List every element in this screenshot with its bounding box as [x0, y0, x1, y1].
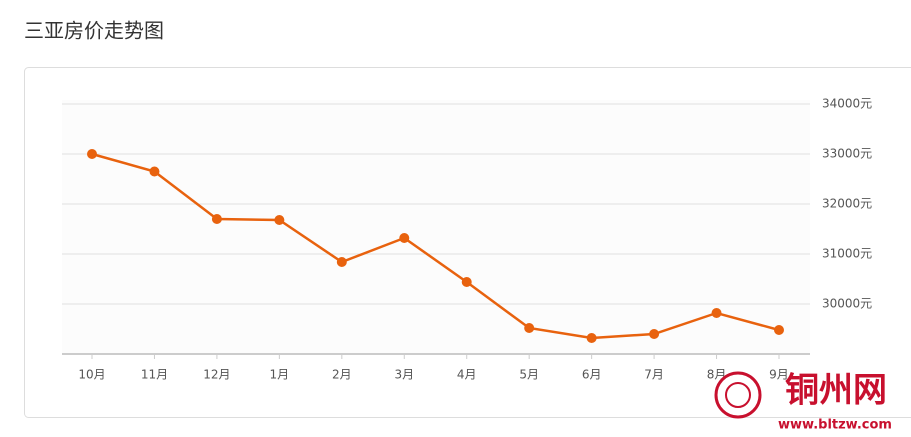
x-tick-label: 12月 [203, 368, 230, 382]
y-tick-label: 31000元 [822, 247, 872, 261]
watermark-name: 铜州网 [785, 371, 887, 411]
point [649, 329, 660, 339]
watermark: 铜州网 www.bltzw.com [714, 371, 892, 433]
x-tick-label: 8月 [707, 368, 727, 382]
x-tick-label: 1月 [270, 368, 290, 382]
point [87, 149, 97, 159]
y-tick-label: 32000元 [822, 197, 872, 211]
watermark-url: www.bltzw.com [778, 418, 892, 433]
watermark-logo [714, 371, 762, 419]
x-tick-label: 6月 [582, 368, 602, 382]
x-tick-label: 2月 [332, 368, 352, 382]
point [274, 215, 285, 225]
point [149, 166, 160, 177]
y-tick-label: 34000元 [822, 97, 872, 111]
x-tick-label: 5月 [519, 368, 539, 382]
point [774, 325, 784, 335]
x-tick-label: 10月 [78, 368, 105, 382]
point [586, 333, 597, 343]
x-tick-label: 9月 [769, 368, 789, 382]
point [461, 277, 472, 287]
x-tick-label: 7月 [644, 368, 664, 382]
x-tick-label: 11月 [141, 368, 168, 382]
point [336, 257, 347, 267]
line [91, 152, 780, 340]
watermark-logo [725, 382, 751, 408]
point [211, 214, 222, 224]
y-tick-label: 33000元 [822, 147, 872, 161]
x-tick-label: 3月 [394, 368, 414, 382]
plot-area [62, 100, 810, 354]
point [524, 323, 535, 333]
chart-title: 三亚房价走势图 [24, 19, 164, 43]
x-tick-label: 4月 [457, 368, 477, 382]
point [399, 233, 410, 243]
y-tick-label: 30000元 [822, 297, 872, 311]
point [711, 308, 722, 318]
